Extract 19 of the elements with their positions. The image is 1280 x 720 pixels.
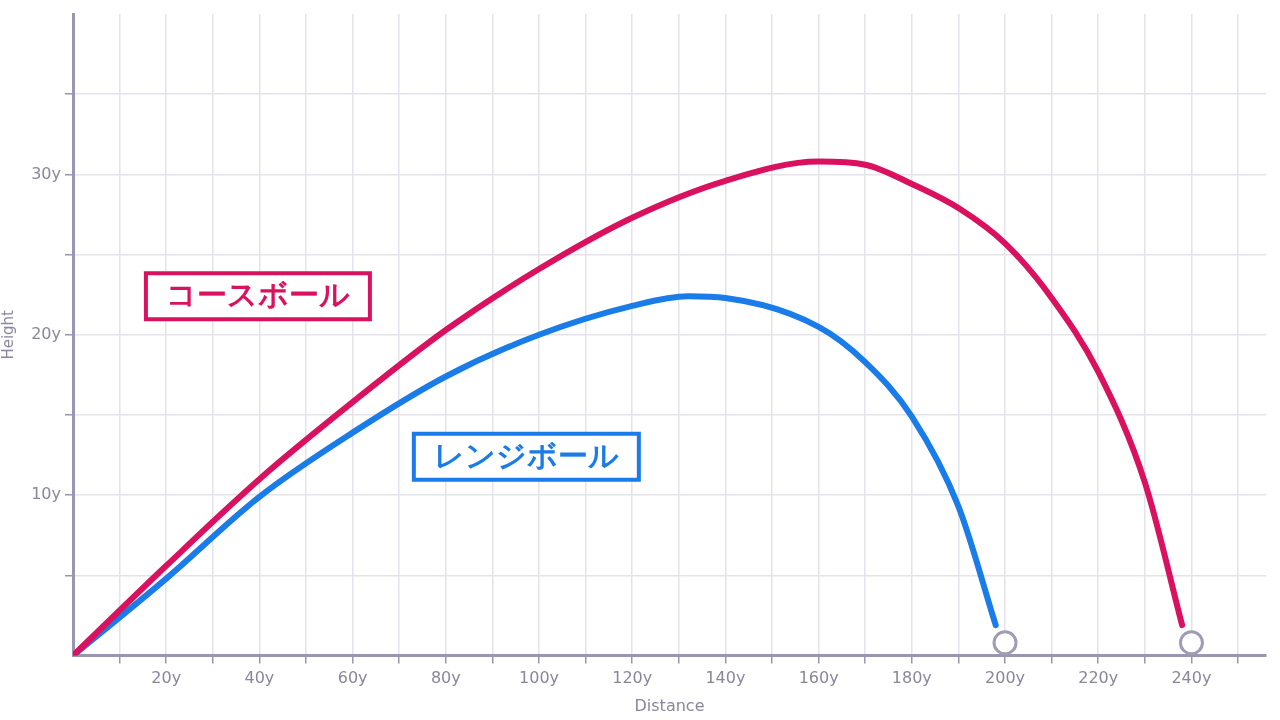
x-tick-label: 220y (1078, 668, 1119, 688)
x-tick-label: 160y (798, 668, 839, 688)
x-tick-label: 140y (705, 668, 746, 688)
y-tick-label: 20y (31, 323, 61, 343)
x-tick-label: 80y (430, 668, 461, 688)
x-tick-label: 120y (612, 668, 653, 688)
x-tick-label: 20y (151, 668, 182, 688)
x-tick-label: 240y (1171, 668, 1212, 688)
text: コースボール (165, 277, 350, 313)
x-tick-label: 40y (244, 668, 275, 688)
x-axis-title: Distance (634, 695, 705, 715)
x-tick-label: 180y (891, 668, 932, 688)
series-label: レンジボール (433, 437, 619, 473)
y-tick-label: 30y (31, 163, 61, 183)
x-tick-label: 200y (985, 668, 1026, 688)
y-tick-label: 10y (31, 484, 61, 504)
x-tick-label: 100y (519, 668, 560, 688)
x-tick-label: 60y (337, 668, 368, 688)
y-axis-title: Height (0, 309, 17, 360)
